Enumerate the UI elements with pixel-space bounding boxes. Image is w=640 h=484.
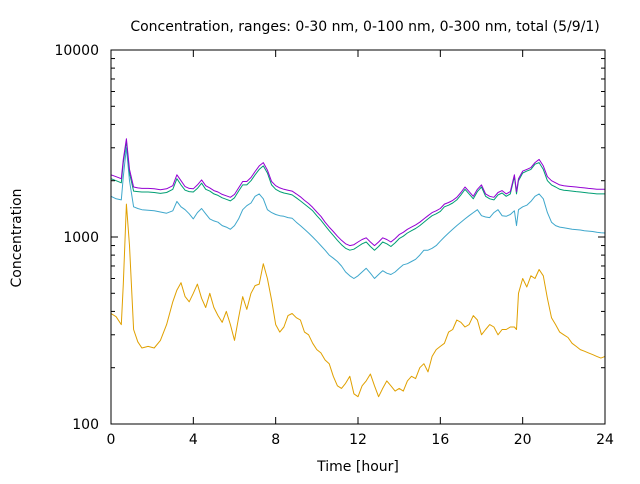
x-tick-label: 24 [596, 432, 614, 448]
x-axis-label: Time [hour] [316, 459, 399, 475]
ticks-layer: 0 4 8 12 16 20 24 100 1000 10000 [54, 43, 614, 448]
plot-frame [110, 49, 606, 425]
x-tick-label: 16 [431, 432, 449, 448]
series-line-3 [110, 140, 605, 251]
y-axis-label: Concentration [9, 188, 25, 287]
y-tick-label: 10000 [54, 43, 99, 59]
series-line-1 [110, 203, 606, 398]
series-layer [110, 138, 606, 398]
x-tick-label: 4 [189, 432, 198, 448]
x-tick-label: 12 [349, 432, 367, 448]
series-line-4 [110, 138, 605, 247]
x-tick-label: 0 [107, 432, 116, 448]
x-tick-label: 8 [271, 432, 280, 448]
y-tick-label: 1000 [63, 230, 99, 246]
chart-title: Concentration, ranges: 0-30 nm, 0-100 nm… [130, 19, 599, 35]
y-tick-label: 100 [72, 417, 99, 433]
series-line-2 [110, 147, 606, 279]
x-tick-label: 20 [514, 432, 532, 448]
